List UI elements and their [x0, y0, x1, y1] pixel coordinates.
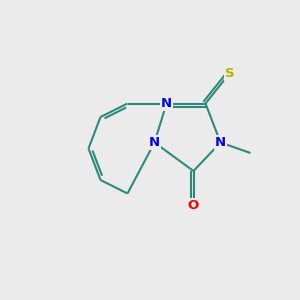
- Text: S: S: [225, 67, 234, 80]
- Text: O: O: [188, 199, 199, 212]
- Text: N: N: [215, 136, 226, 149]
- Text: N: N: [161, 97, 172, 110]
- Text: N: N: [149, 136, 160, 149]
